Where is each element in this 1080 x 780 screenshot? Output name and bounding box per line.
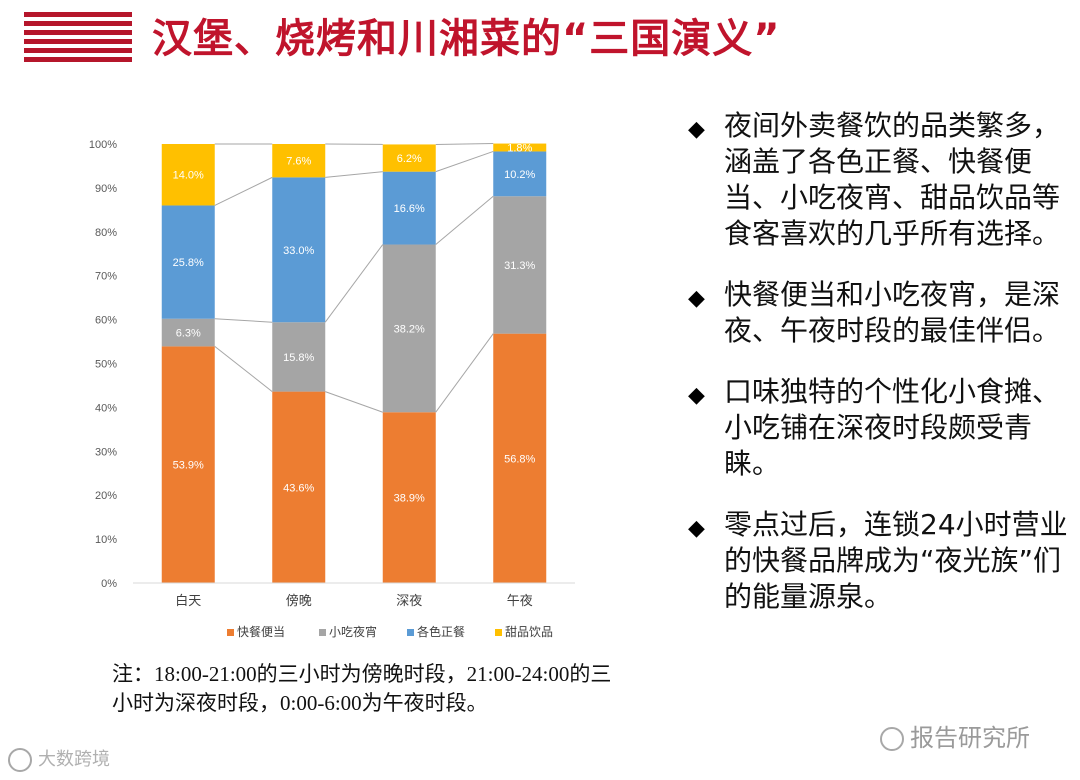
legend-swatch (495, 629, 502, 636)
bar-segment (493, 151, 547, 197)
series-line (435, 195, 494, 245)
bullet-list: ◆ 夜间外卖餐饮的品类繁多，涵盖了各色正餐、快餐便当、小吃夜宵、甜品饮品等食客喜… (682, 108, 1072, 640)
bar-segment (493, 196, 547, 334)
y-tick-label: 30% (95, 446, 117, 458)
bar-segment (382, 244, 436, 413)
legend-swatch (407, 629, 414, 636)
data-label: 1.8% (507, 143, 532, 155)
bullet-text: 快餐便当和小吃夜宵，是深夜、午夜时段的最佳伴侣。 (724, 278, 1061, 347)
y-tick-label: 70% (95, 271, 117, 283)
data-label: 6.3% (176, 328, 201, 340)
series-line (325, 171, 383, 178)
bar-segment (272, 322, 326, 392)
watermark-right-text: 报告研究所 (910, 724, 1030, 752)
data-label: 31.3% (504, 260, 535, 272)
bar-segment (382, 144, 436, 172)
legend-label: 小吃夜宵 (329, 624, 377, 639)
data-label: 38.2% (394, 323, 425, 335)
data-label: 16.6% (394, 203, 425, 215)
bullet-text: 零点过后，连锁24小时营业的快餐品牌成为“夜光族”们的能量源泉。 (724, 508, 1068, 613)
page-title: 汉堡、烧烤和川湘菜的“三国演义” (152, 16, 781, 62)
data-label: 33.0% (283, 245, 314, 257)
data-label: 10.2% (504, 169, 535, 181)
logo-icon (8, 748, 32, 772)
legend-label: 各色正餐 (417, 624, 465, 639)
bullet-text: 夜间外卖餐饮的品类繁多，涵盖了各色正餐、快餐便当、小吃夜宵、甜品饮品等食客喜欢的… (724, 109, 1061, 250)
chart-footnote: 注：18:00-21:00的三小时为傍晚时段，21:00-24:00的三小时为深… (112, 662, 612, 715)
bar-segment (382, 171, 436, 245)
y-tick-label: 80% (95, 227, 117, 239)
series-line (435, 150, 494, 173)
bar-segment (161, 346, 215, 583)
data-label: 38.9% (394, 493, 425, 505)
data-label: 14.0% (173, 170, 204, 182)
y-tick-label: 40% (95, 402, 117, 414)
watermark-right: 报告研究所 (880, 718, 1030, 753)
data-label: 56.8% (504, 453, 535, 465)
data-label: 7.6% (286, 156, 311, 168)
y-tick-label: 60% (95, 315, 117, 327)
x-tick-label: 午夜 (507, 594, 533, 609)
watermark-left-text: 大数跨境 (38, 749, 110, 770)
series-line (435, 333, 494, 413)
y-tick-label: 100% (89, 139, 117, 151)
data-label: 15.8% (283, 352, 314, 364)
diamond-bullet-icon: ◆ (688, 383, 705, 408)
series-line (435, 143, 494, 145)
wechat-icon (880, 727, 904, 751)
legend-label: 快餐便当 (237, 624, 285, 639)
bar-segment (493, 143, 547, 152)
x-tick-label: 白天 (175, 593, 201, 609)
bar-segment (272, 144, 326, 178)
series-line (214, 176, 273, 206)
bullet-item: ◆ 零点过后，连锁24小时营业的快餐品牌成为“夜光族”们的能量源泉。 (682, 507, 1072, 615)
title-decoration-bars (24, 12, 132, 64)
legend-swatch (227, 629, 234, 636)
bar-segment (161, 144, 215, 206)
watermark-left: 大数跨境 (8, 745, 110, 772)
legend-swatch (319, 629, 326, 636)
y-tick-label: 10% (95, 534, 117, 546)
series-line (214, 318, 273, 323)
x-tick-label: 傍晚 (286, 593, 312, 609)
bar-segment (161, 318, 215, 347)
bar-segment (493, 333, 547, 583)
diamond-bullet-icon: ◆ (688, 286, 705, 311)
bar-segment (161, 205, 215, 319)
x-tick-label: 深夜 (396, 594, 422, 609)
bullet-item: ◆ 口味独特的个性化小食摊、小吃铺在深夜时段颇受青睐。 (682, 374, 1072, 482)
y-tick-label: 0% (101, 578, 117, 590)
data-label: 6.2% (397, 153, 422, 165)
series-line (325, 391, 383, 413)
series-line (214, 345, 273, 392)
data-label: 53.9% (173, 460, 204, 472)
bar-segment (272, 391, 326, 583)
bullet-item: ◆ 夜间外卖餐饮的品类繁多，涵盖了各色正餐、快餐便当、小吃夜宵、甜品饮品等食客喜… (682, 108, 1072, 252)
y-tick-label: 90% (95, 183, 117, 195)
data-label: 25.8% (173, 257, 204, 269)
bar-segment (382, 412, 436, 583)
diamond-bullet-icon: ◆ (688, 117, 705, 142)
series-line (324, 244, 384, 323)
legend-label: 甜品饮品 (505, 625, 553, 639)
y-tick-label: 50% (95, 359, 117, 371)
y-tick-label: 20% (95, 490, 117, 502)
bullet-item: ◆ 快餐便当和小吃夜宵，是深夜、午夜时段的最佳伴侣。 (682, 277, 1072, 349)
diamond-bullet-icon: ◆ (688, 516, 705, 541)
stacked-bar-chart: 0% 10% 20% 30% 40% 50% 60% 70% 80% 90% 100% 53.9% 6.… (89, 139, 575, 639)
data-label: 43.6% (283, 482, 314, 494)
bullet-text: 口味独特的个性化小食摊、小吃铺在深夜时段颇受青睐。 (724, 375, 1061, 480)
bar-segment (272, 177, 326, 323)
